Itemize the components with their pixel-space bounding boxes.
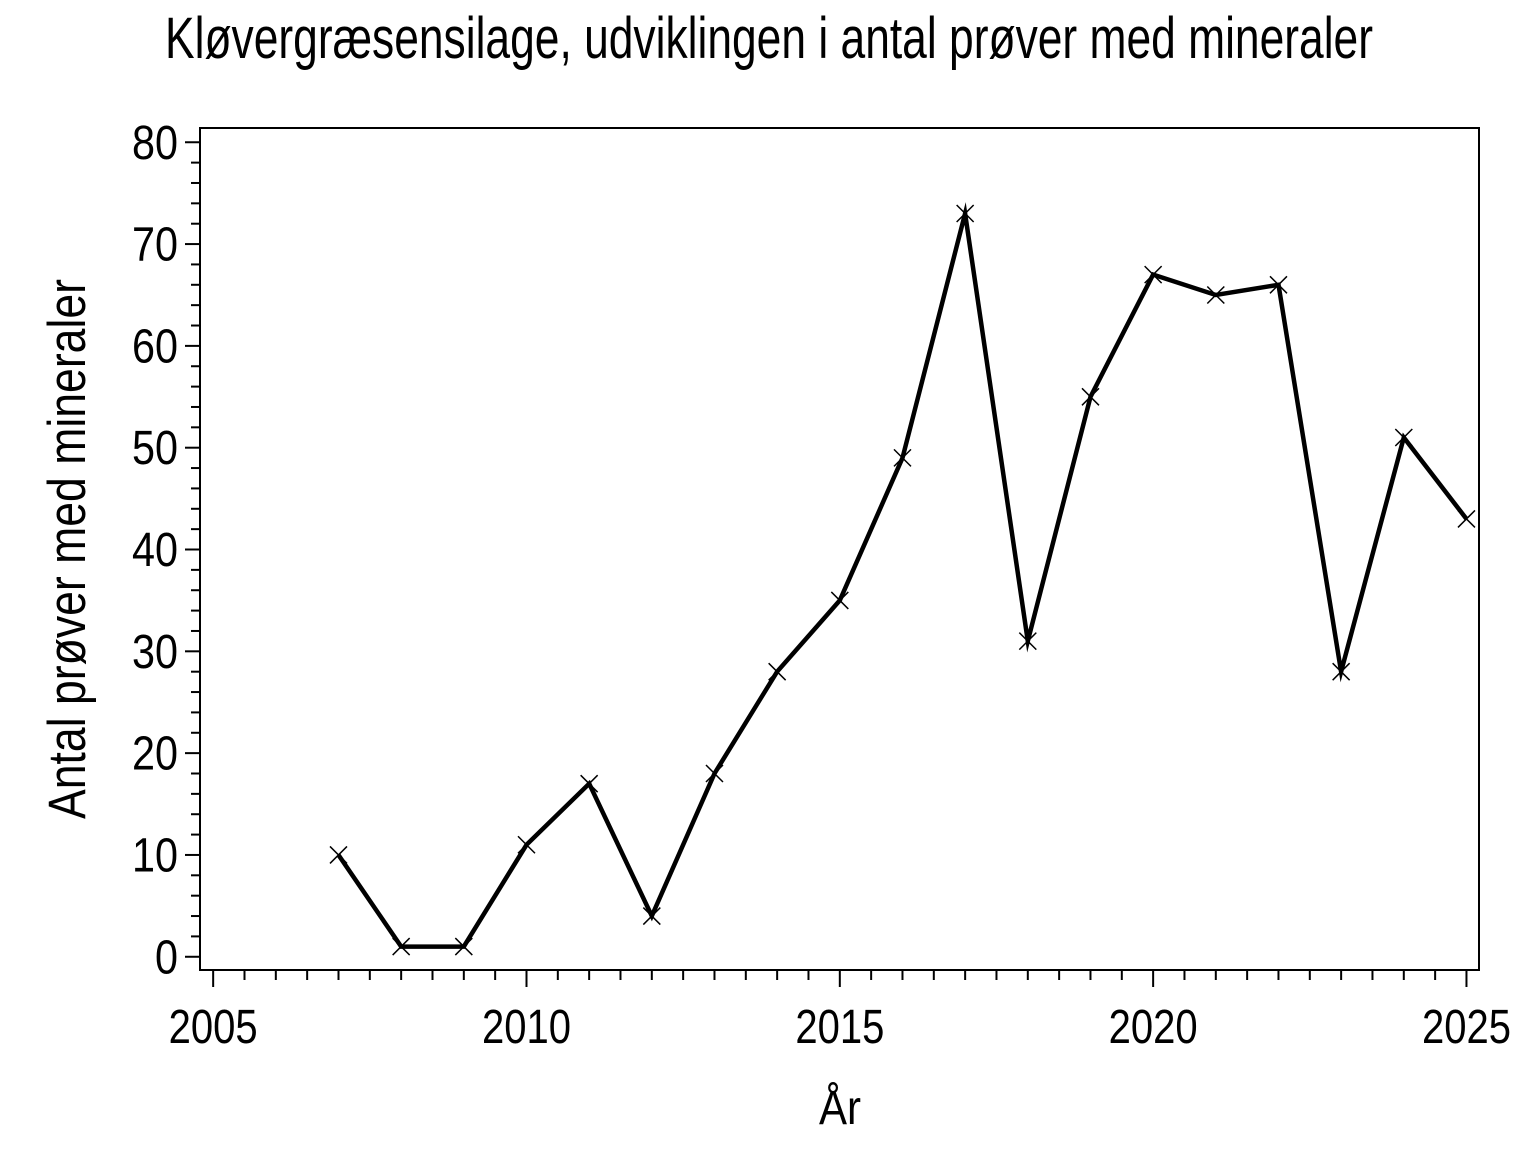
y-tick-label: 0 [155, 931, 178, 984]
x-axis-label: År [819, 1082, 861, 1135]
y-axis-ticks [185, 141, 200, 958]
y-tick-label: 10 [132, 829, 178, 882]
data-point-marker [329, 845, 348, 864]
data-point-marker [1394, 428, 1413, 447]
y-tick-label: 50 [132, 422, 178, 475]
data-point-marker [1457, 509, 1476, 528]
data-point-marker [1081, 387, 1100, 406]
x-tick-label: 2015 [795, 1001, 884, 1054]
plot-frame [199, 127, 1480, 971]
y-tick-label: 60 [132, 320, 178, 373]
data-point-marker [705, 764, 724, 783]
data-series [329, 202, 1476, 956]
data-point-marker [1332, 662, 1351, 681]
data-point-marker [1269, 275, 1288, 294]
y-axis-label: Antal prøver med mineraler [38, 279, 97, 819]
data-point-marker [768, 662, 787, 681]
chart-title: Kløvergræsensilage, udviklingen i antal … [165, 6, 1373, 71]
x-tick-label: 2005 [169, 1001, 258, 1054]
y-tick-label: 40 [132, 524, 178, 577]
y-axis-tick-labels: 0 10 20 30 40 50 60 70 80 [132, 117, 178, 985]
y-tick-label: 20 [132, 728, 178, 781]
data-point-marker [392, 937, 411, 956]
data-point-marker [956, 204, 975, 223]
data-point-marker [830, 591, 849, 610]
x-tick-label: 2020 [1109, 1001, 1198, 1054]
data-point-marker [580, 774, 599, 793]
data-point-marker [1018, 632, 1037, 651]
data-point-marker [1206, 285, 1225, 305]
data-point-marker [517, 835, 536, 854]
y-tick-label: 70 [132, 219, 178, 272]
y-tick-label: 30 [132, 626, 178, 679]
x-tick-label: 2010 [482, 1001, 571, 1054]
x-tick-label: 2025 [1422, 1001, 1511, 1054]
data-point-marker [1144, 265, 1163, 284]
x-axis-ticks [212, 970, 1468, 987]
y-tick-label: 80 [132, 117, 178, 170]
data-point-marker [642, 907, 661, 926]
x-axis-tick-labels: 2005 2010 2015 2020 2025 [169, 1001, 1511, 1054]
data-line [336, 202, 1469, 949]
data-point-marker [893, 448, 912, 467]
data-point-marker [454, 937, 473, 956]
